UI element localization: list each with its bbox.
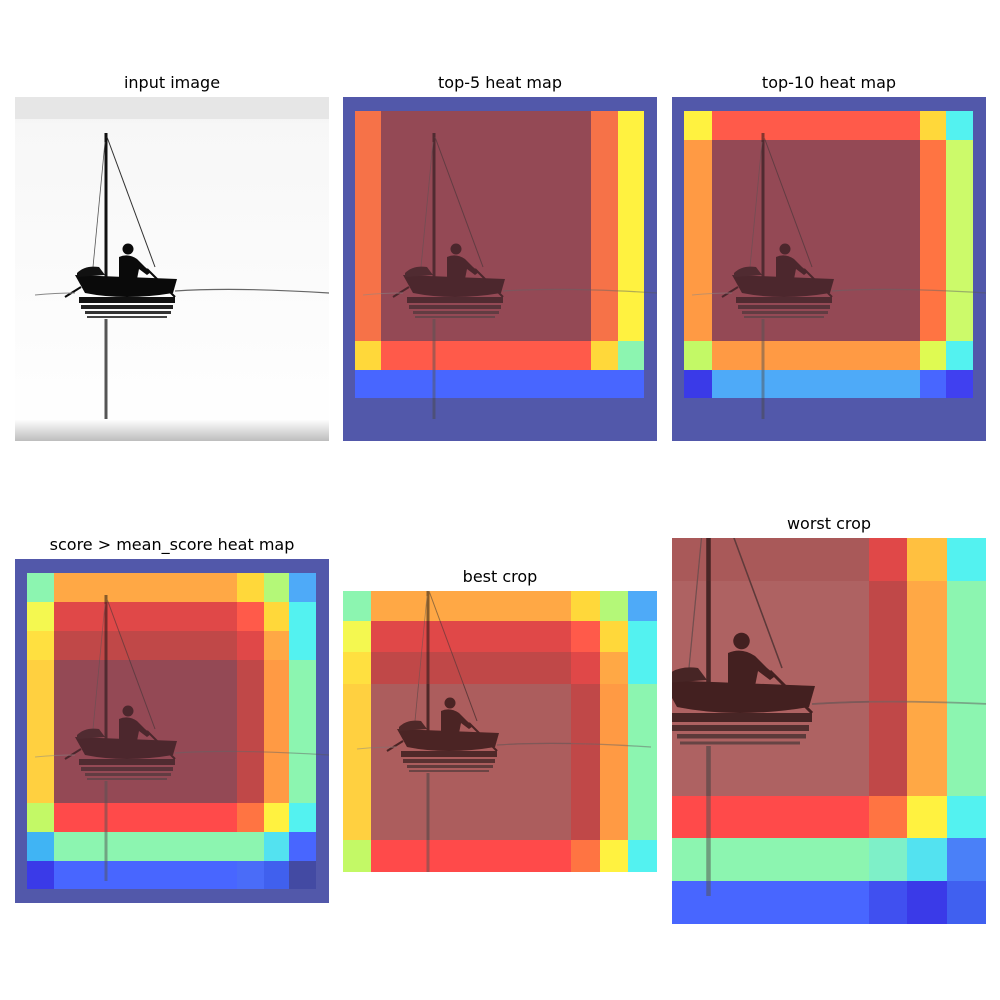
panel-title: worst crop	[786, 514, 872, 533]
best-crop-heatmap	[343, 591, 657, 872]
panel-title: score > mean_score heat map	[49, 535, 295, 554]
panel-title: top-10 heat map	[761, 73, 897, 92]
panel-top10-heatmap: top-10 heat map	[672, 70, 986, 441]
panel-title: input image	[123, 73, 221, 92]
worst-crop-heatmap	[672, 538, 986, 924]
mean-score-heatmap	[15, 559, 329, 903]
panel-mean-score-heatmap: score > mean_score heat map	[15, 532, 329, 903]
input-image	[15, 97, 329, 441]
panel-title: best crop	[462, 567, 538, 586]
top5-heatmap	[343, 97, 657, 441]
panel-title: top-5 heat map	[438, 73, 562, 92]
panel-top5-heatmap: top-5 heat map	[343, 70, 657, 441]
top10-heatmap	[672, 97, 986, 441]
panel-input-image: input image	[15, 70, 329, 441]
panel-worst-crop: worst crop	[672, 511, 986, 924]
panel-best-crop: best crop	[343, 564, 657, 872]
